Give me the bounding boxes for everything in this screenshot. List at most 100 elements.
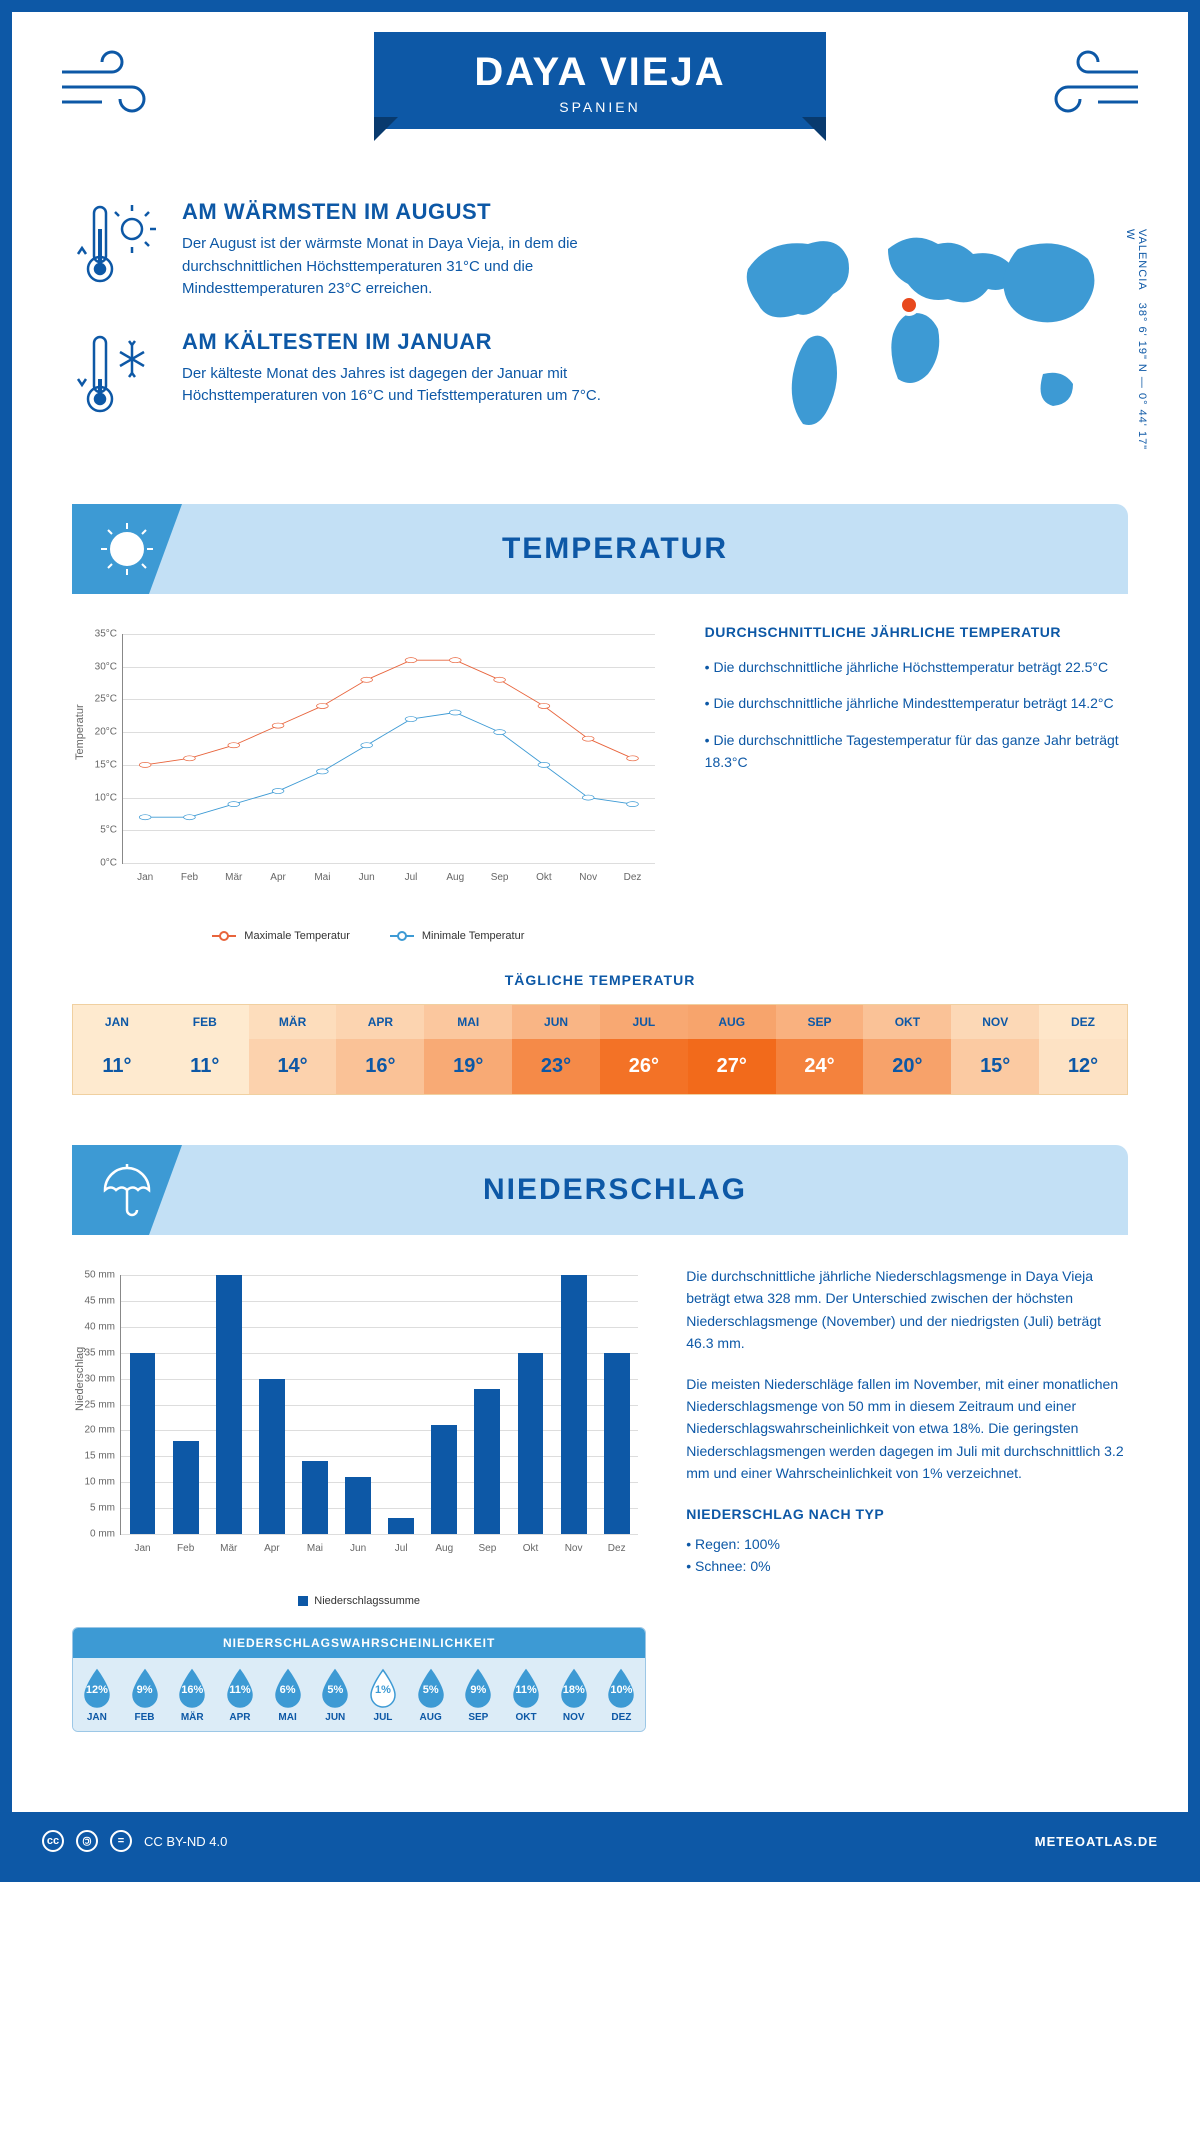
precipitation-text: Die durchschnittliche jährliche Niedersc… xyxy=(686,1265,1128,1732)
probability-cell: 5%JUN xyxy=(311,1658,359,1731)
temp-table-col: JUN23° xyxy=(512,1005,600,1094)
precip-bar xyxy=(302,1461,328,1534)
temp-table-col: JAN11° xyxy=(73,1005,161,1094)
precip-bar xyxy=(216,1275,242,1534)
precip-rain-pct: • Regen: 100% xyxy=(686,1533,1128,1555)
precipitation-banner: NIEDERSCHLAG xyxy=(72,1145,1128,1235)
temp-table-col: MÄR14° xyxy=(249,1005,337,1094)
raindrop-icon: 1% xyxy=(367,1668,399,1708)
world-map: VALENCIA 38° 6' 19" N — 0° 44' 17" W xyxy=(708,199,1128,464)
probability-cell: 6%MAI xyxy=(264,1658,312,1731)
temp-info-line: • Die durchschnittliche jährliche Höchst… xyxy=(705,656,1128,678)
daily-temp-table: JAN11°FEB11°MÄR14°APR16°MAI19°JUN23°JUL2… xyxy=(72,1004,1128,1095)
nd-icon: = xyxy=(110,1830,132,1852)
coldest-title: AM KÄLTESTEN IM JANUAR xyxy=(182,329,668,355)
temp-info-line: • Die durchschnittliche Tagestemperatur … xyxy=(705,729,1128,774)
temp-table-col: FEB11° xyxy=(161,1005,249,1094)
raindrop-icon: 5% xyxy=(415,1668,447,1708)
legend-max-label: Maximale Temperatur xyxy=(244,930,350,942)
legend-min-label: Minimale Temperatur xyxy=(422,930,525,942)
temp-info-title: DURCHSCHNITTLICHE JÄHRLICHE TEMPERATUR xyxy=(705,624,1128,640)
probability-title: NIEDERSCHLAGSWAHRSCHEINLICHKEIT xyxy=(73,1628,645,1658)
precip-bar xyxy=(561,1275,587,1534)
precip-bar xyxy=(604,1353,630,1534)
temp-table-col: JUL26° xyxy=(600,1005,688,1094)
precip-bar xyxy=(431,1425,457,1534)
probability-cell: 1%JUL xyxy=(359,1658,407,1731)
precip-type-title: NIEDERSCHLAG NACH TYP xyxy=(686,1503,1128,1525)
infographic-frame: DAYA VIEJA SPANIEN AM WÄRMSTE xyxy=(0,0,1200,1882)
temp-table-col: SEP24° xyxy=(776,1005,864,1094)
daily-temp-title: TÄGLICHE TEMPERATUR xyxy=(72,972,1128,988)
raindrop-icon: 9% xyxy=(129,1668,161,1708)
sun-icon xyxy=(72,504,182,594)
raindrop-icon: 18% xyxy=(558,1668,590,1708)
probability-cell: 9%SEP xyxy=(455,1658,503,1731)
precip-bar xyxy=(130,1353,156,1534)
temp-table-col: AUG27° xyxy=(688,1005,776,1094)
intro-section: AM WÄRMSTEN IM AUGUST Der August ist der… xyxy=(72,199,1128,464)
city-name: DAYA VIEJA xyxy=(474,50,725,95)
warmest-text: Der August ist der wärmste Monat in Daya… xyxy=(182,233,668,301)
wind-icon xyxy=(1028,42,1148,127)
temp-table-col: APR16° xyxy=(336,1005,424,1094)
probability-cell: 9%FEB xyxy=(121,1658,169,1731)
temp-table-col: DEZ12° xyxy=(1039,1005,1127,1094)
cc-icon: cc xyxy=(42,1830,64,1852)
temp-legend: Maximale Temperatur Minimale Temperatur xyxy=(72,930,665,942)
raindrop-icon: 9% xyxy=(462,1668,494,1708)
precip-bar xyxy=(474,1389,500,1534)
umbrella-icon xyxy=(72,1145,182,1235)
map-marker-icon xyxy=(898,294,920,316)
raindrop-icon: 12% xyxy=(81,1668,113,1708)
coldest-text: Der kälteste Monat des Jahres ist dagege… xyxy=(182,363,668,408)
temperature-info: DURCHSCHNITTLICHE JÄHRLICHE TEMPERATUR •… xyxy=(705,624,1128,942)
by-icon: 🄯 xyxy=(76,1830,98,1852)
footer: cc 🄯 = CC BY-ND 4.0 METEOATLAS.DE xyxy=(12,1812,1188,1870)
license-text: CC BY-ND 4.0 xyxy=(144,1834,227,1849)
precip-legend: Niederschlagssumme xyxy=(72,1595,646,1607)
temp-info-line: • Die durchschnittliche jährliche Mindes… xyxy=(705,692,1128,714)
raindrop-icon: 11% xyxy=(510,1668,542,1708)
precipitation-bar-chart: Niederschlag 0 mm5 mm10 mm15 mm20 mm25 m… xyxy=(72,1265,646,1585)
precip-snow-pct: • Schnee: 0% xyxy=(686,1555,1128,1577)
precip-bar xyxy=(345,1477,371,1534)
precip-bar xyxy=(173,1441,199,1534)
coordinates: VALENCIA 38° 6' 19" N — 0° 44' 17" W xyxy=(1124,229,1148,464)
precip-paragraph: Die durchschnittliche jährliche Niedersc… xyxy=(686,1265,1128,1355)
wind-icon xyxy=(52,42,172,127)
raindrop-icon: 5% xyxy=(319,1668,351,1708)
temp-table-col: NOV15° xyxy=(951,1005,1039,1094)
precipitation-probability-box: NIEDERSCHLAGSWAHRSCHEINLICHKEIT 12%JAN9%… xyxy=(72,1627,646,1732)
coldest-fact: AM KÄLTESTEN IM JANUAR Der kälteste Mona… xyxy=(72,329,668,424)
temp-table-col: OKT20° xyxy=(863,1005,951,1094)
precip-bar xyxy=(259,1379,285,1534)
warmest-title: AM WÄRMSTEN IM AUGUST xyxy=(182,199,668,225)
raindrop-icon: 10% xyxy=(605,1668,637,1708)
precip-bar xyxy=(388,1518,414,1534)
country-name: SPANIEN xyxy=(474,99,725,115)
raindrop-icon: 16% xyxy=(176,1668,208,1708)
probability-cell: 11%APR xyxy=(216,1658,264,1731)
probability-cell: 11%OKT xyxy=(502,1658,550,1731)
probability-cell: 5%AUG xyxy=(407,1658,455,1731)
thermometer-cold-icon xyxy=(72,329,162,424)
title-ribbon: DAYA VIEJA SPANIEN xyxy=(374,32,825,129)
probability-cell: 18%NOV xyxy=(550,1658,598,1731)
site-name: METEOATLAS.DE xyxy=(1035,1834,1158,1849)
temperature-banner: TEMPERATUR xyxy=(72,504,1128,594)
precipitation-title: NIEDERSCHLAG xyxy=(102,1173,1128,1207)
probability-cell: 10%DEZ xyxy=(598,1658,646,1731)
probability-cell: 16%MÄR xyxy=(168,1658,216,1731)
thermometer-hot-icon xyxy=(72,199,162,301)
temp-table-col: MAI19° xyxy=(424,1005,512,1094)
precip-paragraph: Die meisten Niederschläge fallen im Nove… xyxy=(686,1373,1128,1485)
raindrop-icon: 11% xyxy=(224,1668,256,1708)
probability-cell: 12%JAN xyxy=(73,1658,121,1731)
warmest-fact: AM WÄRMSTEN IM AUGUST Der August ist der… xyxy=(72,199,668,301)
temperature-line-chart: Temperatur 0°C5°C10°C15°C20°C25°C30°C35°… xyxy=(72,624,665,942)
raindrop-icon: 6% xyxy=(272,1668,304,1708)
header: DAYA VIEJA SPANIEN xyxy=(12,12,1188,159)
temperature-title: TEMPERATUR xyxy=(102,532,1128,566)
precip-bar xyxy=(518,1353,544,1534)
